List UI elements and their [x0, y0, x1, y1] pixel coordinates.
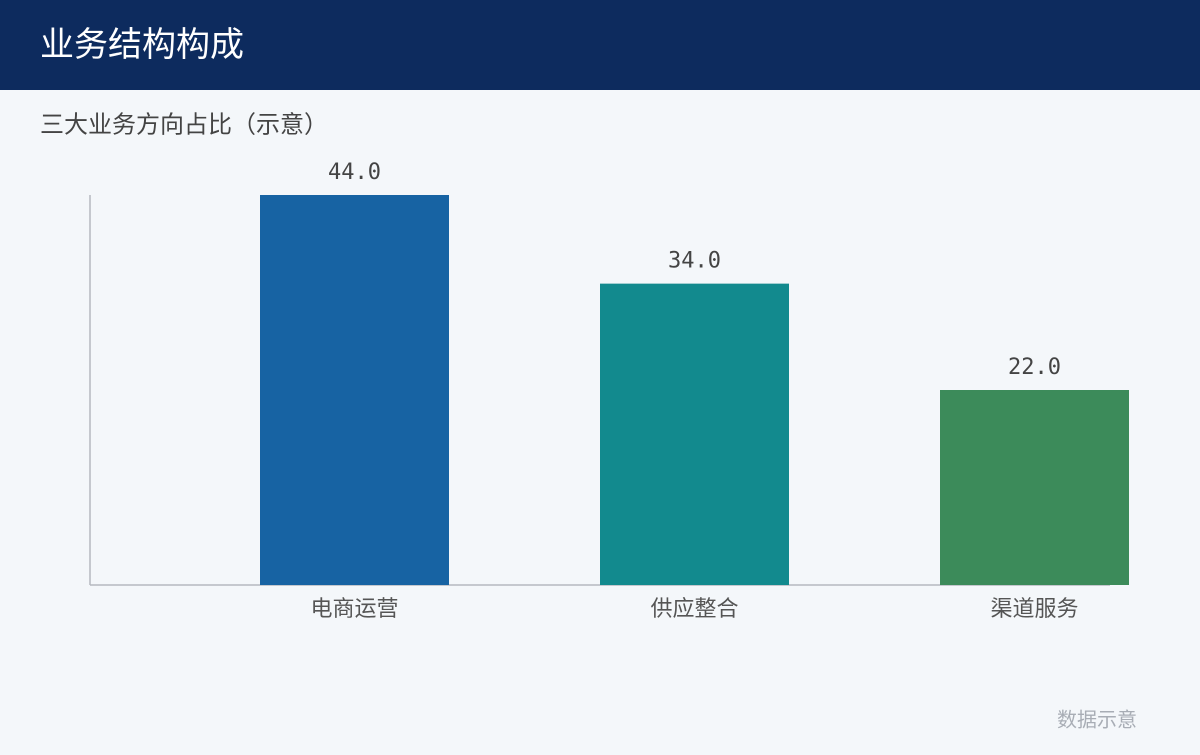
x-tick-label: 供应整合	[650, 596, 738, 621]
header-bar	[0, 0, 1200, 90]
bar	[940, 390, 1129, 585]
x-tick-label: 电商运营	[310, 596, 398, 621]
data-label: 34.0	[668, 249, 721, 274]
bar	[600, 283, 789, 585]
x-tick-label: 渠道服务	[990, 596, 1078, 621]
bar	[260, 195, 449, 585]
footnote: 数据示意	[1057, 708, 1137, 731]
chart-subtitle: 三大业务方向占比（示意）	[40, 111, 328, 138]
data-label: 44.0	[328, 160, 381, 185]
data-label: 22.0	[1008, 355, 1061, 380]
chart-title: 业务结构构成	[40, 26, 244, 64]
